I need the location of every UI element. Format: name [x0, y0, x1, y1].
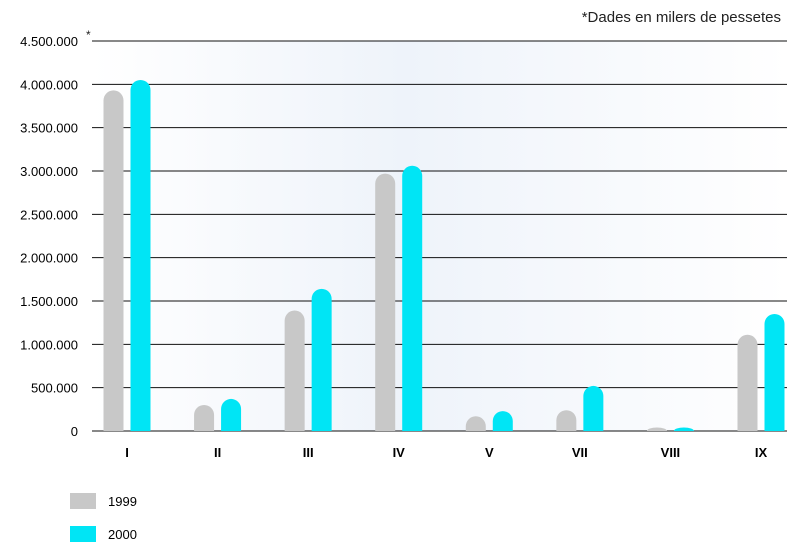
y-tick-label: 2.000.000	[20, 251, 78, 266]
legend-item-2000: 2000	[70, 525, 137, 543]
x-tick-label-V: V	[485, 445, 494, 460]
bar-1999-II	[194, 405, 215, 431]
x-tick-label-II: II	[214, 445, 221, 460]
bar-1999-I	[103, 90, 124, 432]
y-tick-label: 4.500.000	[20, 34, 78, 49]
bar-chart: 0 500.000 1.000.000 1.500.000 2.000.000 2.500…	[20, 34, 787, 460]
legend: 1999 2000	[70, 492, 137, 558]
bar-2000-II	[221, 398, 242, 431]
bar-1999-IV	[375, 173, 396, 431]
y-tick-label: 0	[71, 424, 78, 439]
bar-1999-VII	[556, 410, 577, 431]
plot-background	[92, 41, 787, 431]
x-tick-labels: I II III IV V VII VIII IX	[125, 445, 767, 460]
x-tick-label-VIII: VIII	[661, 445, 681, 460]
x-tick-label-I: I	[125, 445, 129, 460]
bars	[103, 80, 785, 432]
bar-2000-V	[492, 411, 513, 431]
bar-2000-III	[311, 288, 332, 431]
legend-item-1999: 1999	[70, 492, 137, 510]
y-tick-labels: 0 500.000 1.000.000 1.500.000 2.000.000 2.500…	[20, 34, 78, 439]
bar-2000-VIII	[673, 427, 694, 431]
legend-label-2000: 2000	[108, 526, 137, 542]
x-tick-label-VII: VII	[572, 445, 588, 460]
x-tick-label-IX: IX	[755, 445, 768, 460]
legend-label-1999: 1999	[108, 493, 137, 509]
x-tick-label-III: III	[303, 445, 314, 460]
y-tick-label: 1.000.000	[20, 337, 78, 352]
axis-marker: *	[86, 28, 91, 42]
bar-1999-VIII	[646, 427, 667, 431]
y-tick-label: 4.000.000	[20, 77, 78, 92]
bar-1999-III	[284, 310, 305, 431]
legend-swatch-1999	[70, 493, 96, 509]
y-tick-label: 3.500.000	[20, 121, 78, 136]
y-tick-label: 500.000	[31, 381, 78, 396]
y-tick-label: 1.500.000	[20, 294, 78, 309]
x-tick-label-IV: IV	[393, 445, 406, 460]
bar-2000-IX	[764, 314, 785, 431]
bar-2000-I	[130, 80, 151, 431]
y-tick-label: 2.500.000	[20, 207, 78, 222]
bar-2000-IV	[402, 165, 423, 432]
y-tick-label: 3.000.000	[20, 164, 78, 179]
legend-swatch-2000	[70, 526, 96, 542]
units-note: *Dades en milers de pessetes	[581, 9, 781, 26]
bar-2000-VII	[583, 385, 604, 431]
bar-1999-V	[465, 416, 486, 431]
bar-1999-IX	[737, 334, 758, 431]
